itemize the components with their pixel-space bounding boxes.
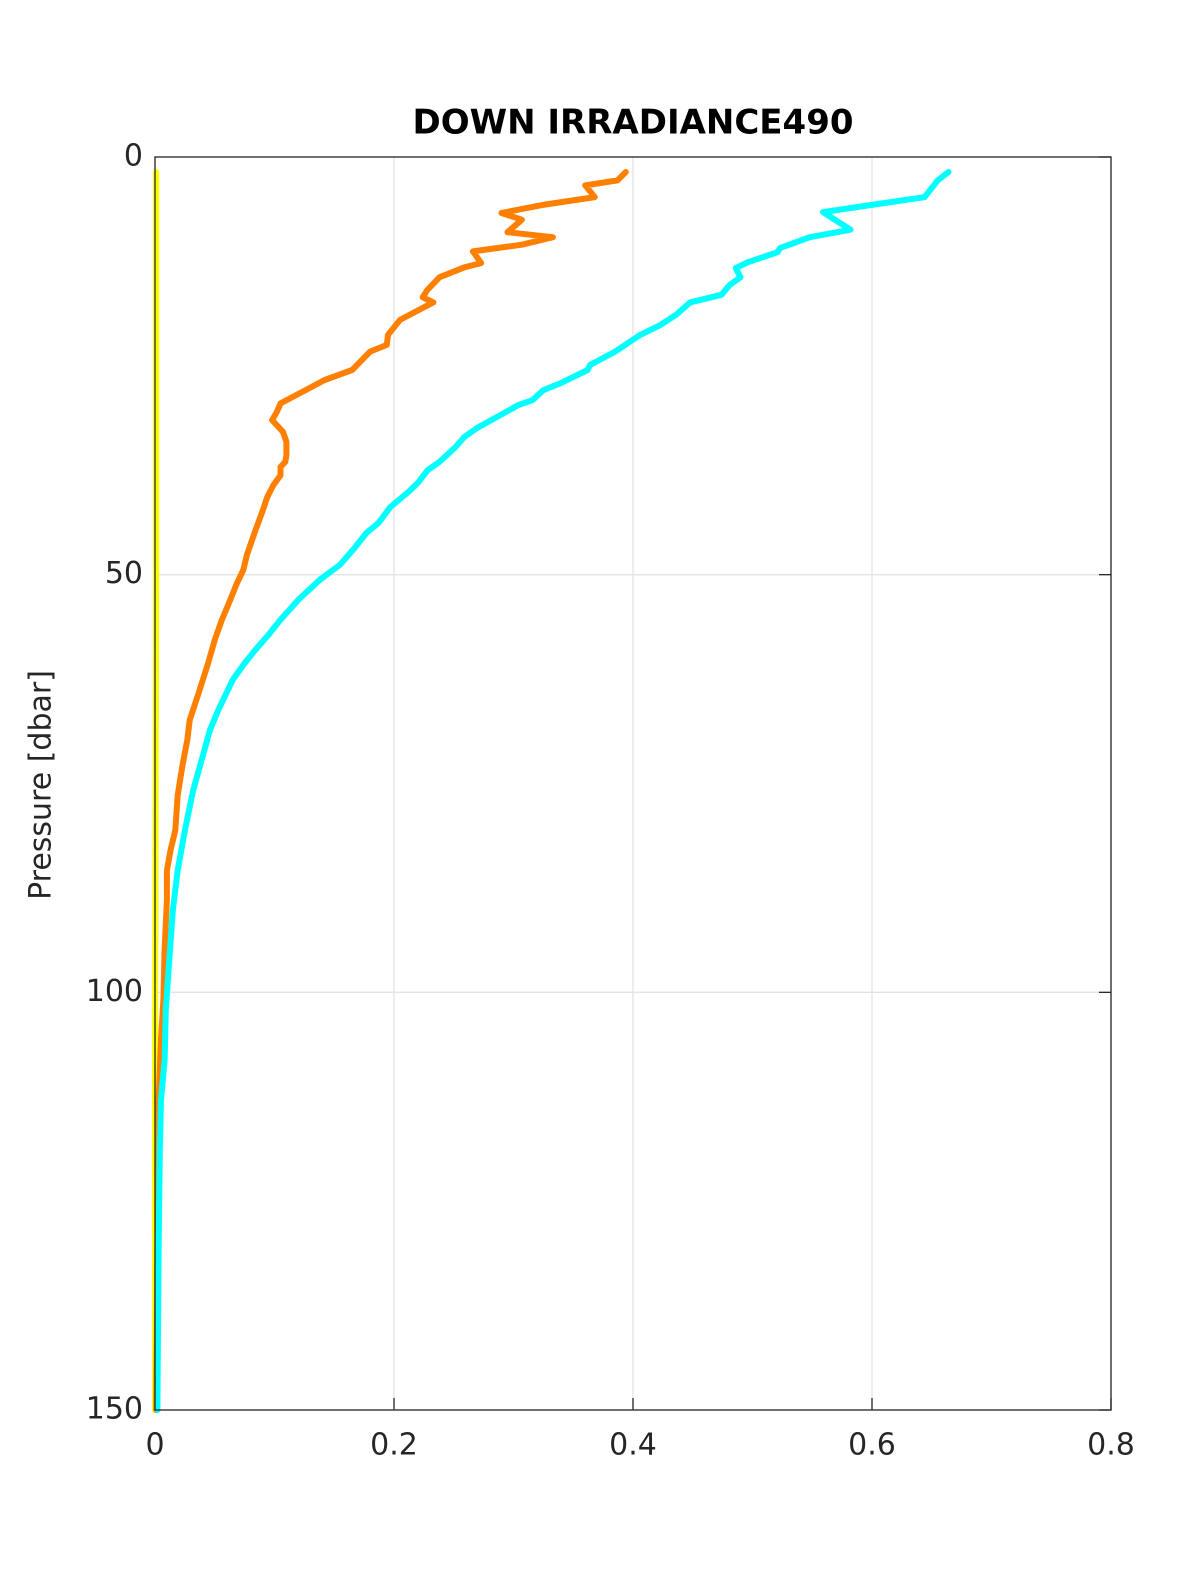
y-axis-label: Pressure [dbar] xyxy=(24,670,59,900)
x-tick-label: 0.6 xyxy=(848,1428,896,1463)
x-tick-label: 0.4 xyxy=(609,1428,657,1463)
x-tick-label: 0 xyxy=(145,1428,164,1463)
y-tick-label: 50 xyxy=(105,556,143,591)
profile-line xyxy=(153,169,629,1413)
y-tick-label: 150 xyxy=(86,1392,143,1427)
x-tick-label: 0.2 xyxy=(370,1428,418,1463)
chart-title: DOWN IRRADIANCE490 xyxy=(412,103,853,143)
x-tick-label: 0.8 xyxy=(1087,1428,1135,1463)
tick-labels: 0 0.2 0.4 0.6 0.8 0 50 100 150 xyxy=(86,139,1135,1463)
profile-line xyxy=(154,169,952,1413)
y-tick-label: 100 xyxy=(86,974,143,1009)
y-tick-label: 0 xyxy=(124,139,143,174)
plot-frame xyxy=(154,156,1112,1411)
